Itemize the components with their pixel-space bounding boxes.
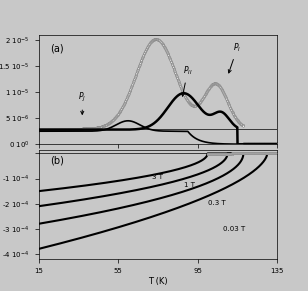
Text: (a): (a): [51, 44, 64, 54]
Text: $P_I$: $P_I$: [228, 42, 241, 73]
Text: $P_J$: $P_J$: [78, 91, 86, 114]
Text: 0.3 T: 0.3 T: [208, 200, 225, 206]
Text: $P_{II}$: $P_{II}$: [182, 65, 192, 96]
X-axis label: T (K): T (K): [148, 277, 168, 286]
Text: 1 T: 1 T: [184, 182, 195, 188]
Text: 0.03 T: 0.03 T: [224, 226, 246, 232]
Text: 3 T: 3 T: [152, 174, 163, 180]
Text: (b): (b): [51, 155, 64, 165]
